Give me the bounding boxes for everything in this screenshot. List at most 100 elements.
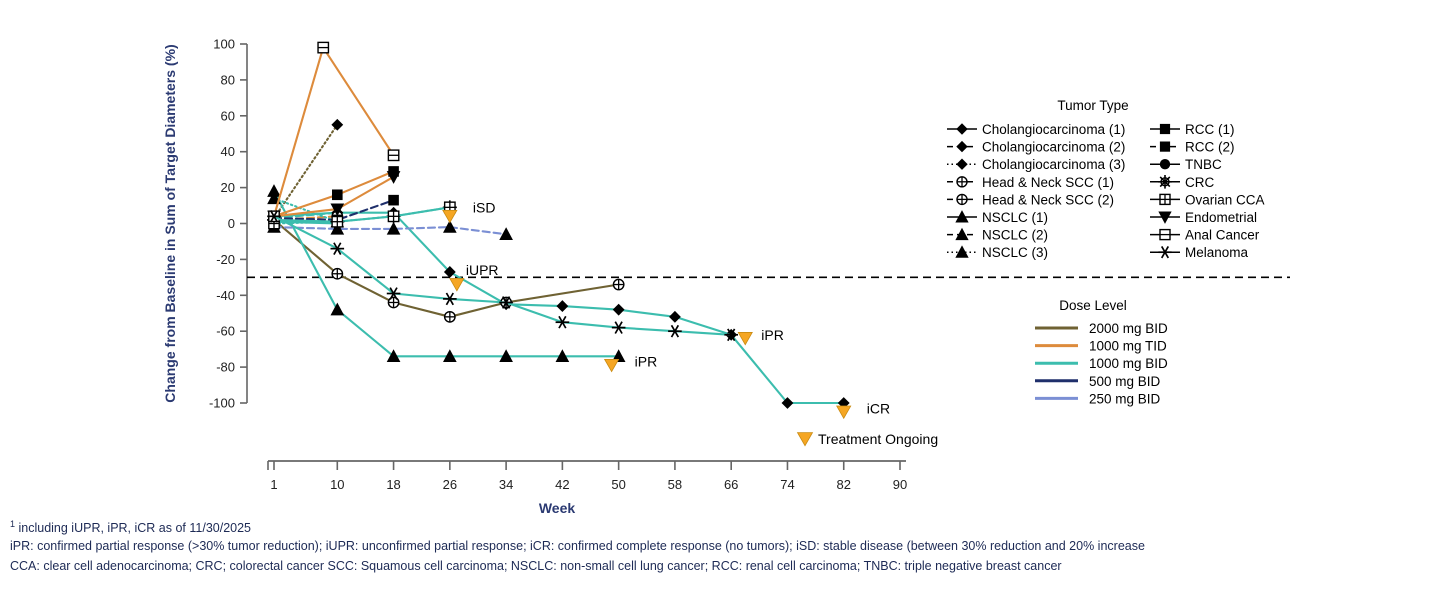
- series-ovarian-cca: [268, 201, 456, 230]
- marker-square: [388, 194, 399, 206]
- series-endometrial: [267, 171, 401, 224]
- annotation-ipr: iPR: [635, 354, 658, 370]
- legend-item-cholangiocarcinoma-3[interactable]: Cholangiocarcinoma (3): [947, 157, 1125, 172]
- legend-tumor-type-title: Tumor Type: [1057, 98, 1128, 113]
- marker-diamond: [443, 266, 456, 278]
- series-nsclc-2: [267, 220, 513, 240]
- legend-item-label: Endometrial: [1185, 210, 1257, 225]
- annotation-ipr: iPR: [761, 327, 784, 343]
- marker-asterisk: [558, 315, 567, 329]
- legend-dose-level: Dose Level 2000 mg BID 1000 mg TID 1000 mg …: [1035, 298, 1168, 406]
- marker-diamond: [956, 140, 968, 153]
- legend-item-tnbc[interactable]: TNBC: [1150, 157, 1222, 172]
- status-marker-treatment-ongoing: [737, 332, 753, 346]
- legend-dose-1000-mg-tid[interactable]: 1000 mg TID: [1035, 339, 1167, 354]
- marker-diamond: [956, 123, 968, 135]
- triangle-down-icon: [449, 278, 465, 292]
- footnote-1-text: including iUPR, iPR, iCR as of 11/30/202…: [15, 521, 252, 536]
- marker-triangle-up: [443, 349, 457, 363]
- marker-asterisk: [670, 324, 680, 338]
- marker-triangle-down: [1158, 211, 1172, 224]
- marker-asterisk: [614, 321, 623, 334]
- legend-item-label: Cholangiocarcinoma (2): [982, 140, 1125, 155]
- series-line: [272, 211, 339, 220]
- footnote-1: 1 including iUPR, iPR, iCR as of 11/30/2…: [10, 519, 251, 535]
- status-marker-treatment-ongoing: [449, 278, 465, 292]
- y-axis-tick-label: -80: [216, 360, 235, 375]
- y-axis-tick-label: 40: [221, 144, 235, 159]
- x-axis-tick-label: 82: [836, 477, 850, 492]
- legend-item-endometrial[interactable]: Endometrial: [1150, 210, 1257, 225]
- marker-diamond: [956, 158, 968, 170]
- legend-item-label: TNBC: [1185, 157, 1222, 172]
- treatment-ongoing-label: Treatment Ongoing: [818, 431, 938, 447]
- marker-triangle-down: [330, 203, 345, 217]
- marker-triangle-down: [386, 171, 401, 184]
- legend-item-nsclc-2[interactable]: NSCLC (2): [947, 228, 1048, 243]
- triangle-down-icon: [603, 358, 620, 373]
- series-line: [272, 218, 620, 318]
- series-line: [272, 199, 395, 221]
- legend-item-cholangiocarcinoma-1[interactable]: Cholangiocarcinoma (1): [947, 122, 1125, 137]
- marker-asterisk: [389, 287, 398, 300]
- series-line: [272, 206, 451, 225]
- footnote-marker: 1: [10, 519, 16, 529]
- marker-diamond: [669, 310, 681, 323]
- legend-item-melanoma[interactable]: Melanoma: [1150, 245, 1249, 260]
- legend-dose-2000-mg-bid[interactable]: 2000 mg BID: [1035, 321, 1168, 336]
- treatment-ongoing-key: Treatment Ongoing: [796, 431, 938, 447]
- marker-star-burst: [1159, 176, 1171, 188]
- legend-dose-250-mg-bid[interactable]: 250 mg BID: [1035, 391, 1161, 406]
- legend-dose-level-title: Dose Level: [1059, 298, 1127, 313]
- x-axis-tick-label: 26: [443, 477, 457, 492]
- x-axis-tick-label: 74: [780, 477, 794, 492]
- footnote-3: CCA: clear cell adenocarcinoma; CRC; col…: [10, 559, 1062, 573]
- marker-diamond: [612, 303, 625, 316]
- marker-triangle-up: [499, 349, 513, 363]
- marker-square: [332, 189, 343, 201]
- legend-item-nsclc-3[interactable]: NSCLC (3): [947, 245, 1048, 260]
- x-axis-tick-label: 10: [330, 477, 344, 492]
- legend-item-head-neck-scc-1[interactable]: Head & Neck SCC (1): [947, 175, 1114, 190]
- marker-asterisk: [269, 210, 279, 223]
- annotation-icr: iCR: [867, 400, 890, 416]
- series-melanoma: [267, 210, 738, 342]
- x-axis-title: Week: [539, 500, 576, 516]
- marker-diamond: [781, 397, 794, 409]
- legend-item-rcc-1[interactable]: RCC (1): [1150, 122, 1235, 137]
- y-axis-title: Change from Baseline in Sum of Target Di…: [162, 44, 178, 402]
- legend-item-crc[interactable]: CRC: [1150, 175, 1214, 190]
- legend-item-cholangiocarcinoma-2[interactable]: Cholangiocarcinoma (2): [947, 140, 1125, 155]
- legend-dose-label: 2000 mg BID: [1089, 321, 1168, 336]
- marker-triangle-up: [955, 245, 969, 258]
- legend-item-nsclc-1[interactable]: NSCLC (1): [947, 210, 1048, 225]
- series-line: [272, 197, 339, 223]
- triangle-down-icon: [796, 432, 814, 447]
- marker-square: [1159, 123, 1171, 135]
- legend-dose-1000-mg-bid[interactable]: 1000 mg BID: [1035, 356, 1168, 371]
- annotation-iupr: iUPR: [466, 262, 499, 278]
- legend-item-head-neck-scc-2[interactable]: Head & Neck SCC (2): [947, 192, 1114, 207]
- marker-triangle-up: [499, 227, 513, 240]
- marker-triangle-up: [955, 227, 969, 241]
- legend-item-label: Head & Neck SCC (2): [982, 192, 1114, 207]
- legend-item-ovarian-cca[interactable]: Ovarian CCA: [1150, 192, 1265, 207]
- legend-item-anal-cancer[interactable]: Anal Cancer: [1150, 228, 1260, 243]
- series-cholangiocarcinoma-1: [268, 206, 850, 409]
- y-axis-tick-label: 20: [221, 180, 235, 195]
- legend-item-label: NSCLC (2): [982, 228, 1048, 243]
- y-axis-tick-label: 60: [221, 108, 235, 123]
- marker-asterisk: [1160, 246, 1170, 259]
- marker-asterisk: [501, 296, 511, 309]
- legend-dose-label: 1000 mg BID: [1089, 356, 1168, 371]
- marker-diamond: [331, 118, 344, 131]
- legend-item-rcc-2[interactable]: RCC (2): [1150, 140, 1235, 155]
- legend-dose-500-mg-bid[interactable]: 500 mg BID: [1035, 374, 1161, 389]
- y-axis-tick-label: -100: [209, 396, 235, 411]
- marker-triangle-up: [386, 349, 401, 363]
- legend-item-label: Head & Neck SCC (1): [982, 175, 1114, 190]
- x-axis-tick-label: 34: [499, 477, 513, 492]
- legend-item-label: CRC: [1185, 175, 1214, 190]
